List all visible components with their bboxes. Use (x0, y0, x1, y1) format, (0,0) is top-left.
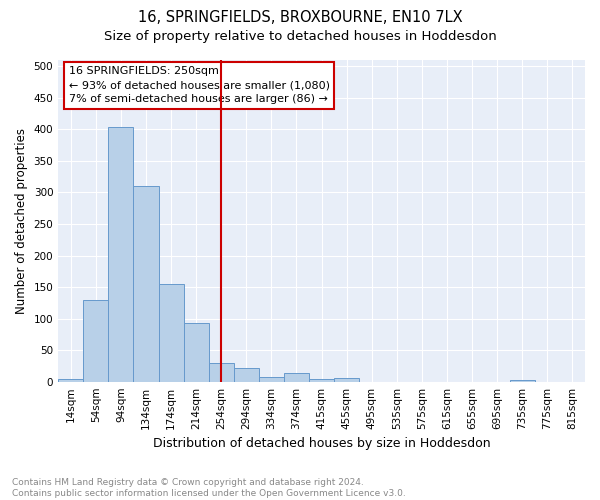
Text: 16 SPRINGFIELDS: 250sqm
← 93% of detached houses are smaller (1,080)
7% of semi-: 16 SPRINGFIELDS: 250sqm ← 93% of detache… (69, 66, 330, 104)
Bar (109, 128, 133, 382)
Bar (158, 284, 184, 382)
Text: Size of property relative to detached houses in Hoddesdon: Size of property relative to detached ho… (104, 30, 496, 43)
Bar (259, 376, 284, 382)
Bar (209, 363, 234, 382)
Bar (284, 374, 309, 382)
Bar (309, 378, 334, 382)
Bar (334, 378, 359, 382)
Bar (184, 323, 209, 382)
Bar (234, 368, 259, 382)
Bar (83, 300, 109, 382)
Text: 16, SPRINGFIELDS, BROXBOURNE, EN10 7LX: 16, SPRINGFIELDS, BROXBOURNE, EN10 7LX (137, 10, 463, 25)
Y-axis label: Number of detached properties: Number of detached properties (15, 128, 28, 314)
X-axis label: Distribution of detached houses by size in Hoddesdon: Distribution of detached houses by size … (153, 437, 490, 450)
Bar (133, 186, 158, 382)
Bar (58, 378, 83, 382)
Text: Contains HM Land Registry data © Crown copyright and database right 2024.
Contai: Contains HM Land Registry data © Crown c… (12, 478, 406, 498)
Bar (510, 380, 535, 382)
